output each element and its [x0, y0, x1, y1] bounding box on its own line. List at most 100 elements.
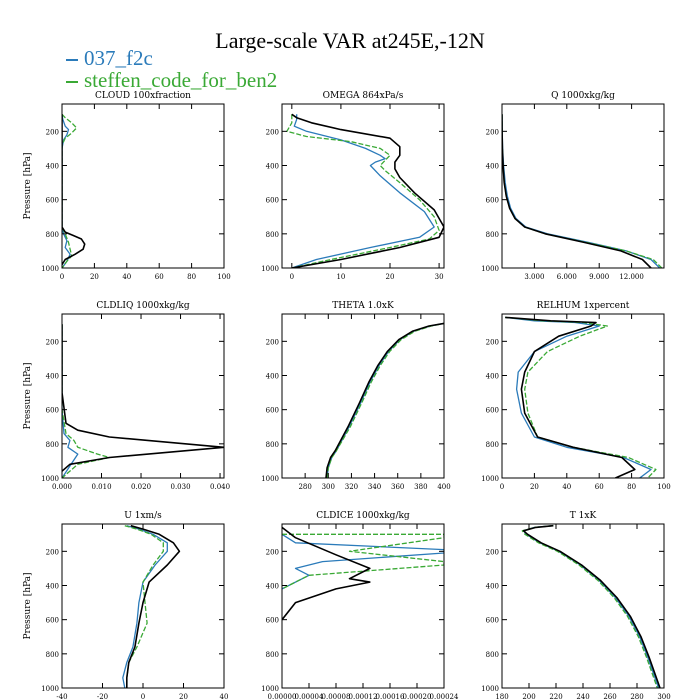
- panel-title: U 1xm/s: [124, 511, 162, 521]
- series-line-1: [291, 114, 435, 268]
- y-tick-label: 400: [266, 583, 279, 591]
- panel-3: CLDLIQ 1000xkg/kg Pressure [hPa] 0.000 0.01…: [23, 301, 230, 491]
- x-tick-label: 300: [322, 483, 335, 491]
- y-tick-label: 600: [266, 617, 279, 625]
- y-tick-label: 400: [266, 373, 279, 381]
- x-tick-label: 30: [435, 273, 444, 281]
- plot-frame: [501, 313, 665, 479]
- y-tick-label: 1000: [41, 475, 59, 483]
- plot-frame: [501, 103, 665, 269]
- x-tick-label: 0.00020: [403, 693, 432, 700]
- y-tick-label: 1000: [261, 475, 279, 483]
- panel-5: RELHUM 1xpercent 0 20 40 60 80 100 200 400 600 800…: [481, 301, 671, 491]
- panel-8: T 1xK 180 200 220 240 260 280 300 200 400 600 800 10…: [481, 511, 671, 700]
- x-tick-label: 3.000: [524, 273, 544, 281]
- x-tick-label: 300: [657, 693, 670, 700]
- y-axis-label: Pressure [hPa]: [23, 572, 33, 639]
- y-tick-label: 600: [46, 617, 59, 625]
- legend-item-series-2: steffen_code_for_ben2: [62, 70, 382, 92]
- y-tick-label: 800: [486, 231, 499, 239]
- panel-0: CLOUD 100xfraction Pressure [hPa] 0 20 40 60 8…: [23, 91, 231, 281]
- series-line-2: [124, 525, 164, 688]
- y-tick-label: 800: [46, 441, 59, 449]
- x-tick-label: 0: [60, 273, 64, 281]
- x-tick-label: 40: [220, 693, 229, 700]
- x-tick-label: 320: [345, 483, 358, 491]
- panel-title: CLOUD 100xfraction: [95, 91, 191, 101]
- panel-title: THETA 1.0xK: [332, 301, 394, 311]
- x-tick-label: 360: [391, 483, 404, 491]
- y-tick-label: 1000: [41, 685, 59, 693]
- y-tick-label: 400: [46, 373, 59, 381]
- series-line-3: [62, 324, 224, 472]
- x-tick-label: 0.00008: [322, 693, 351, 700]
- series-line-2: [502, 114, 663, 268]
- series-line-1: [522, 525, 660, 688]
- y-tick-label: 200: [266, 338, 279, 346]
- series-line-3: [502, 114, 652, 268]
- y-tick-label: 1000: [481, 685, 499, 693]
- x-tick-label: 280: [630, 693, 643, 700]
- y-tick-label: 800: [266, 651, 279, 659]
- x-tick-label: 20: [386, 273, 395, 281]
- y-tick-label: 1000: [261, 685, 279, 693]
- x-tick-label: 12.000: [619, 273, 644, 281]
- x-tick-label: 80: [627, 483, 636, 491]
- x-tick-label: 100: [217, 273, 230, 281]
- y-tick-label: 200: [266, 128, 279, 136]
- x-tick-label: 0.00024: [430, 693, 459, 700]
- x-tick-label: 60: [595, 483, 604, 491]
- y-tick-label: 200: [266, 548, 279, 556]
- x-tick-label: 0: [500, 483, 504, 491]
- x-tick-label: 0.00016: [376, 693, 405, 700]
- legend-swatch-series-2: [66, 81, 78, 83]
- x-tick-label: 6.000: [557, 273, 577, 281]
- y-tick-label: 1000: [481, 475, 499, 483]
- panel-title: CLDICE 1000xkg/kg: [316, 511, 410, 521]
- legend-label-series-2: steffen_code_for_ben2: [84, 68, 278, 92]
- series-line-1: [502, 114, 661, 268]
- x-tick-label: 0: [290, 273, 294, 281]
- plot-frame: [61, 103, 225, 269]
- y-tick-label: 800: [486, 441, 499, 449]
- x-tick-label: 10: [336, 273, 345, 281]
- y-tick-label: 200: [46, 338, 59, 346]
- panel-4: THETA 1.0xK 280 300 320 340 360 380 400 200 400 60…: [261, 301, 451, 491]
- x-tick-label: 40: [122, 273, 131, 281]
- series-line-2: [521, 525, 658, 688]
- y-axis-label: Pressure [hPa]: [23, 152, 33, 219]
- y-tick-label: 800: [266, 231, 279, 239]
- series-line-2: [62, 324, 111, 478]
- y-tick-label: 400: [486, 163, 499, 171]
- series-line-2: [282, 533, 444, 590]
- x-tick-label: 260: [603, 693, 616, 700]
- y-tick-label: 400: [46, 163, 59, 171]
- y-tick-label: 400: [486, 583, 499, 591]
- x-tick-label: 0.00000: [268, 693, 297, 700]
- y-tick-label: 400: [46, 583, 59, 591]
- x-tick-label: 180: [495, 693, 508, 700]
- x-tick-label: 0.020: [131, 483, 151, 491]
- x-tick-label: 0.000: [52, 483, 72, 491]
- plot-frame: [281, 313, 445, 479]
- y-axis-label: Pressure [hPa]: [23, 362, 33, 429]
- series-line-3: [325, 322, 444, 478]
- x-tick-label: 60: [155, 273, 164, 281]
- y-tick-label: 400: [486, 373, 499, 381]
- y-tick-label: 400: [266, 163, 279, 171]
- y-tick-label: 1000: [41, 265, 59, 273]
- x-tick-label: 0: [141, 693, 145, 700]
- y-tick-label: 1000: [481, 265, 499, 273]
- y-tick-label: 600: [486, 407, 499, 415]
- y-tick-label: 200: [486, 338, 499, 346]
- panel-1: OMEGA 864xPa/s 0 10 20 30 200 400 600 800 1000: [261, 91, 445, 281]
- y-tick-label: 600: [46, 407, 59, 415]
- series-line-1: [62, 114, 71, 268]
- x-tick-label: 220: [549, 693, 562, 700]
- legend-swatch-series-1: [66, 59, 78, 61]
- series-line-1: [282, 533, 444, 590]
- panel-title: CLDLIQ 1000xkg/kg: [96, 301, 190, 311]
- x-tick-label: 0.00004: [295, 693, 324, 700]
